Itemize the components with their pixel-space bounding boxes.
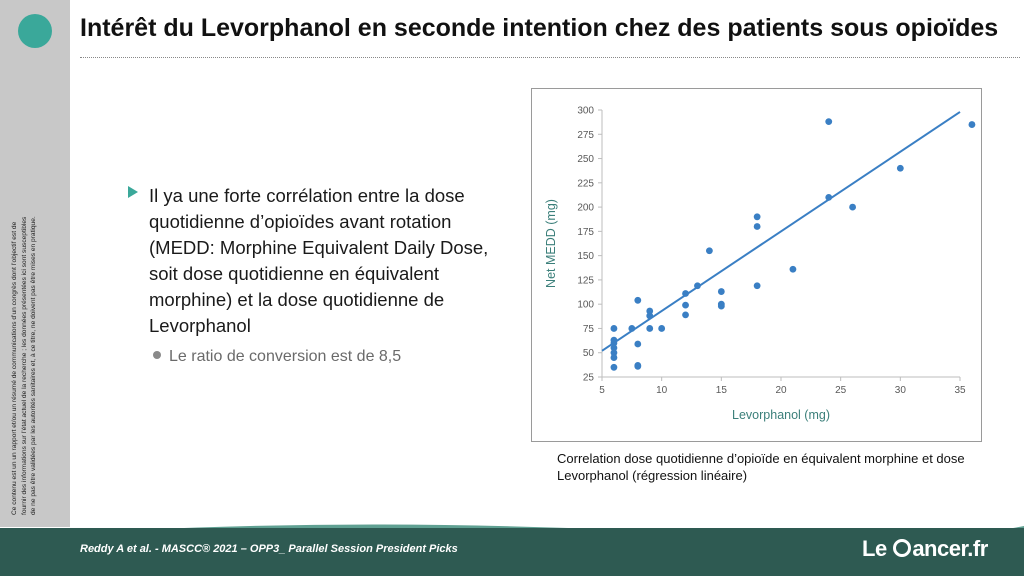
main-bullet: Il ya une forte corrélation entre la dos…: [128, 183, 518, 339]
brand-circle-icon: [18, 14, 52, 48]
left-sidebar: Ce contenu est un un rapport et/ou un ré…: [0, 0, 70, 527]
disclaimer-text: Ce contenu est un un rapport et/ou un ré…: [11, 216, 37, 515]
data-point: [753, 282, 761, 290]
data-point: [610, 339, 618, 347]
data-point: [646, 307, 654, 315]
footer-wave-dark: [0, 528, 1024, 576]
data-point: [682, 311, 689, 319]
scatter-chart: 25 50 75 100 125 150 175 200 225 250 275 300 5 10 15 20…: [531, 88, 982, 442]
y-tick-label: 275: [577, 130, 594, 141]
y-tick-label: 300: [577, 106, 594, 117]
y-tick-label: 75: [583, 324, 595, 335]
brand-left: Le: [862, 536, 887, 561]
x-tick-label: 25: [835, 385, 847, 396]
data-point: [717, 288, 725, 295]
data-point: [628, 325, 636, 332]
data-point: [634, 340, 642, 348]
data-point: [789, 265, 797, 273]
y-tick-label: 125: [577, 275, 594, 286]
brand-c-icon: [893, 539, 912, 558]
data-point: [658, 325, 666, 332]
data-point: [682, 290, 689, 297]
y-tick-label: 150: [577, 251, 594, 262]
x-axis-label: Levorphanol (mg): [732, 408, 830, 422]
data-point: [634, 362, 642, 370]
title-divider: [80, 57, 1020, 58]
slide-title: Intérêt du Levorphanol en seconde intent…: [80, 14, 999, 42]
data-point: [825, 118, 833, 126]
sub-bullet: Le ratio de conversion est de 8,5: [153, 348, 401, 366]
data-point: [825, 193, 833, 201]
main-bullet-text: Il ya une forte corrélation entre la dos…: [149, 185, 489, 336]
footer-band: [0, 524, 1024, 576]
data-point: [610, 363, 618, 371]
data-point: [706, 247, 713, 255]
y-tick-label: 250: [577, 154, 594, 165]
data-point: [753, 213, 761, 221]
chart-caption: Correlation dose quotidienne d’opioïde e…: [557, 451, 965, 483]
data-point: [634, 296, 642, 304]
brand-right: ancer.fr: [912, 536, 988, 561]
y-axis-label: Net MEDD (mg): [544, 199, 558, 288]
y-tick-label: 100: [577, 300, 594, 311]
data-point: [610, 325, 618, 332]
data-point: [968, 121, 976, 128]
data-point: [694, 282, 701, 290]
bullet-arrow-icon: [128, 186, 138, 198]
data-point: [610, 354, 618, 361]
y-tick-label: 175: [577, 227, 594, 238]
y-tick-label: 225: [577, 178, 594, 189]
regression-line: [601, 111, 961, 352]
data-point: [849, 203, 856, 211]
brand-logo: Le ancer.fr: [862, 536, 988, 562]
x-tick-label: 5: [599, 385, 605, 396]
data-point: [610, 344, 618, 352]
sub-bullet-text: Le ratio de conversion est de 8,5: [169, 348, 402, 365]
x-tick-label: 15: [716, 385, 728, 396]
chart-svg: 25 50 75 100 125 150 175 200 225 250 275 300 5 10 15 20…: [544, 106, 976, 422]
data-point: [646, 312, 654, 320]
sub-bullet-dot-icon: [153, 350, 161, 359]
data-point: [896, 164, 904, 172]
data-point: [717, 302, 725, 310]
data-point: [753, 223, 761, 230]
y-tick-label: 50: [583, 348, 595, 359]
data-point: [610, 349, 618, 357]
x-tick-label: 10: [656, 385, 668, 396]
y-tick-label: 25: [583, 373, 595, 384]
x-tick-label: 30: [895, 385, 907, 396]
data-point: [682, 301, 689, 309]
x-tick-label: 20: [775, 385, 787, 396]
footer-citation: Reddy A et al. - MASCC® 2021 – OPP3_ Par…: [80, 543, 458, 555]
y-tick-label: 200: [577, 203, 594, 214]
data-point: [646, 325, 654, 332]
x-tick-label: 35: [954, 385, 966, 396]
